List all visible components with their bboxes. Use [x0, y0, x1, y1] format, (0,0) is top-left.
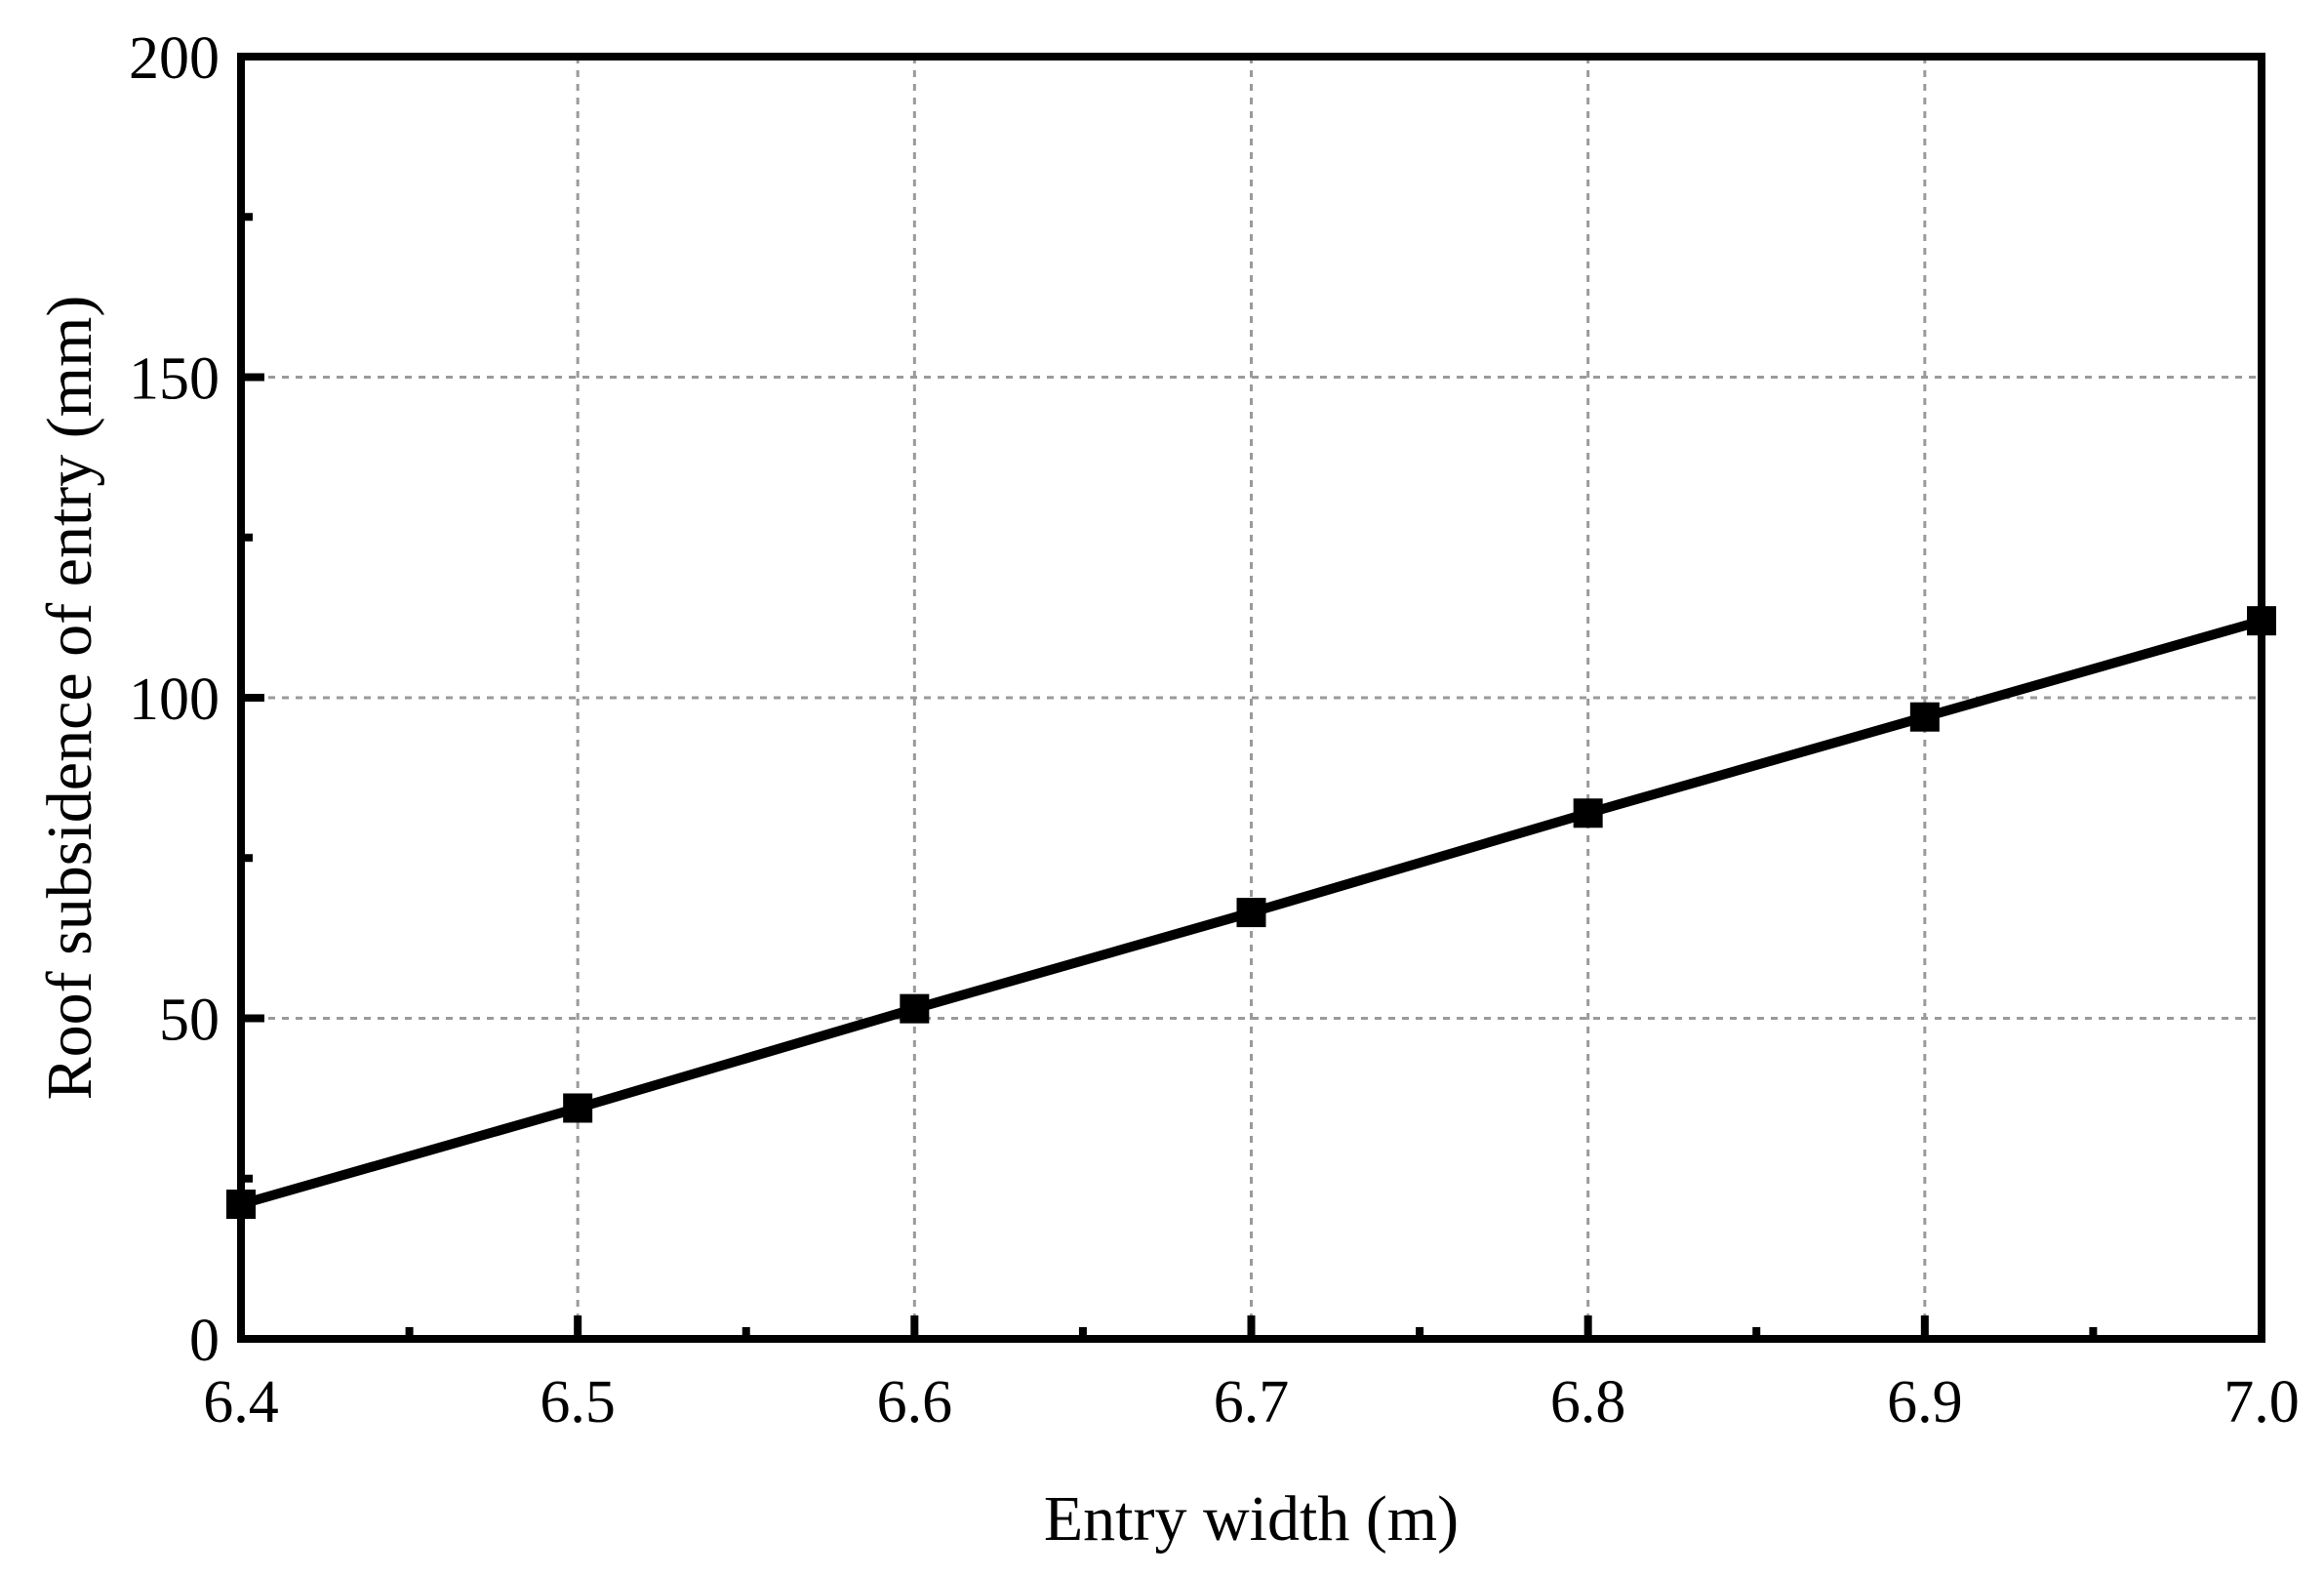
y-tick-labels: 0 50 100 150 200	[129, 25, 220, 1374]
x-tick-label: 6.7	[1214, 1369, 1290, 1435]
y-tick-label: 150	[129, 346, 220, 413]
x-tick-label: 7.0	[2224, 1369, 2300, 1435]
x-tick-labels: 6.4 6.5 6.6 6.7 6.8 6.9 7.0	[203, 1369, 2300, 1435]
x-tick-label: 6.6	[877, 1369, 953, 1435]
data-point	[1236, 898, 1266, 928]
data-point	[1573, 798, 1603, 828]
x-tick-label: 6.9	[1887, 1369, 1963, 1435]
x-tick-label: 6.8	[1550, 1369, 1626, 1435]
y-tick-label: 0	[189, 1308, 220, 1374]
x-axis-title: Entry width (m)	[1044, 1483, 1459, 1555]
data-point	[900, 993, 930, 1024]
x-tick-label: 6.5	[540, 1369, 616, 1435]
data-point	[1909, 702, 1940, 732]
y-tick-label: 50	[159, 988, 220, 1054]
series-layer	[226, 606, 2276, 1220]
data-point	[563, 1093, 593, 1123]
data-point	[226, 1190, 256, 1220]
grid-lines	[241, 57, 2262, 1339]
y-tick-label: 200	[129, 25, 220, 92]
y-tick-label: 100	[129, 667, 220, 733]
y-axis-title: Roof subsidence of entry (mm)	[34, 296, 105, 1101]
data-point	[2247, 606, 2276, 636]
x-tick-label: 6.4	[203, 1369, 279, 1435]
plot-frame	[237, 53, 2265, 1343]
